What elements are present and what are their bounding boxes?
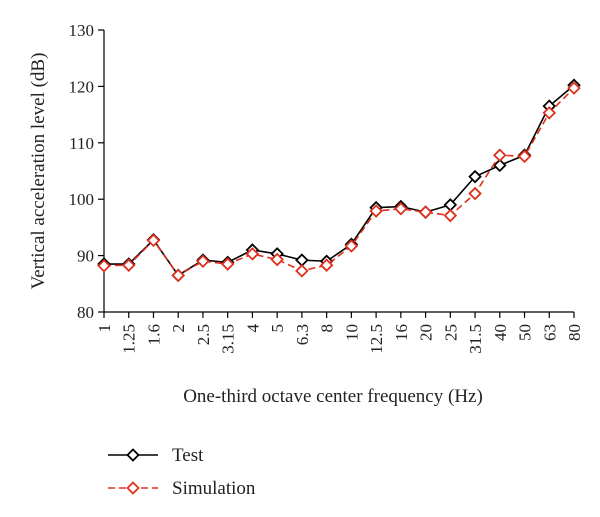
data-point [146, 233, 161, 248]
data-point [121, 258, 136, 272]
data-point [468, 169, 482, 184]
data-point [369, 204, 383, 218]
x-axis-title: One-third octave center frequency (Hz) [183, 386, 483, 407]
x-tick-label: 12.5 [367, 324, 386, 354]
x-tick-label: 16 [392, 324, 411, 341]
data-point [493, 148, 507, 162]
x-tick-label: 63 [540, 324, 559, 341]
legend-marker [126, 481, 140, 495]
y-axis: 80 90 100 110 120 130 [69, 21, 105, 322]
data-point [542, 106, 557, 120]
y-tick-label: 80 [77, 303, 94, 322]
series-test [97, 78, 581, 283]
data-point [394, 202, 408, 216]
x-tick-label: 1.6 [144, 324, 163, 345]
y-tick-label: 110 [69, 134, 94, 153]
data-point [97, 258, 111, 273]
data-point [418, 205, 433, 219]
legend-item: Test [108, 445, 204, 466]
x-axis: 1 1.25 1.6 2 2.5 3.15 4 5 6.3 8 10 12.5 16 20 25 31.5 40… [95, 311, 584, 354]
series-line [104, 84, 575, 277]
x-tick-label: 4 [243, 324, 262, 333]
legend-label: Test [172, 445, 204, 466]
x-tick-label: 6.3 [293, 324, 312, 345]
y-tick-label: 130 [69, 21, 95, 40]
x-tick-label: 1 [95, 324, 114, 333]
legend-marker [126, 448, 140, 462]
series-line [103, 87, 575, 277]
data-point [468, 186, 482, 201]
series-layer [97, 78, 581, 283]
x-tick-label: 80 [565, 324, 584, 341]
x-tick-label: 10 [342, 324, 361, 341]
legend: Test Simulation [108, 445, 256, 499]
data-point [245, 247, 260, 261]
series-simulation [97, 81, 581, 283]
x-tick-label: 1.25 [120, 324, 139, 354]
data-point [270, 252, 284, 267]
x-tick-label: 20 [417, 324, 436, 341]
legend-item: Simulation [108, 478, 256, 499]
x-tick-label: 3.15 [219, 324, 238, 354]
data-point [196, 254, 210, 269]
data-point [567, 81, 581, 95]
x-tick-label: 25 [441, 324, 460, 341]
data-point [443, 208, 458, 223]
y-tick-label: 100 [69, 190, 95, 209]
data-point [517, 149, 532, 164]
x-tick-label: 2 [169, 324, 188, 333]
legend-label: Simulation [172, 478, 256, 499]
data-point [295, 253, 309, 267]
data-point [171, 268, 185, 283]
y-tick-label: 90 [77, 247, 94, 266]
data-point [493, 158, 507, 173]
data-point [220, 257, 235, 271]
x-tick-label: 50 [516, 324, 535, 341]
data-point [319, 258, 334, 272]
x-tick-label: 2.5 [194, 324, 213, 345]
x-tick-label: 31.5 [466, 324, 485, 354]
x-tick-label: 8 [318, 324, 337, 333]
x-tick-label: 5 [268, 324, 287, 333]
y-axis-title: Vertical acceleration level (dB) [28, 53, 49, 290]
data-point [344, 239, 359, 253]
y-tick-label: 120 [69, 77, 95, 96]
data-point [295, 264, 309, 278]
x-tick-label: 40 [491, 324, 510, 341]
